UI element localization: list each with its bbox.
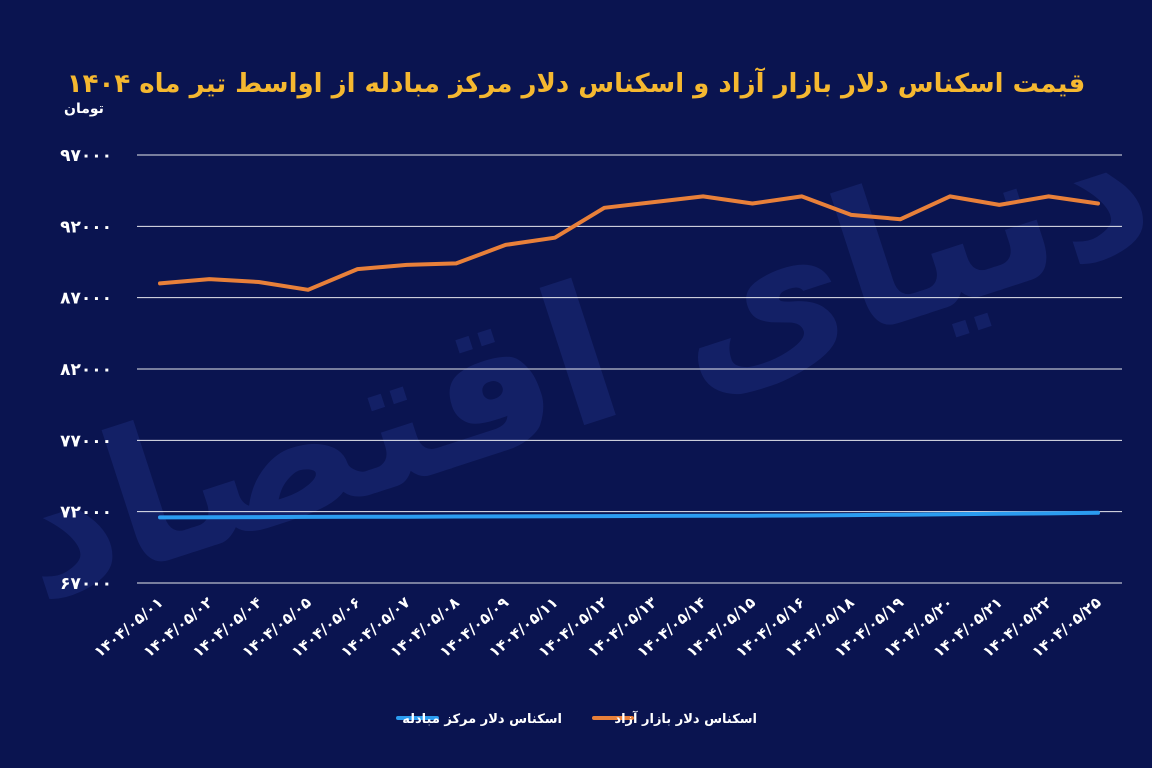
legend: اسکناس دلار بازار آزاد اسکناس دلار مرکز م… bbox=[396, 710, 757, 727]
y-tick-label: ۷۷۰۰۰ bbox=[60, 431, 112, 451]
data-point bbox=[652, 200, 656, 204]
data-point bbox=[997, 512, 1001, 516]
data-point bbox=[504, 514, 508, 518]
watermark-logo: دنیای اقتصاد bbox=[0, 70, 1152, 645]
legend-label-free-market: اسکناس دلار بازار آزاد bbox=[614, 710, 757, 727]
data-point bbox=[602, 514, 606, 518]
y-tick-label: ۷۲۰۰۰ bbox=[60, 503, 112, 523]
data-point bbox=[257, 515, 261, 519]
data-point bbox=[207, 515, 211, 519]
data-point bbox=[553, 236, 557, 240]
data-point bbox=[553, 514, 557, 518]
y-axis-unit-label: تومان bbox=[64, 101, 104, 117]
data-point bbox=[356, 267, 359, 271]
chart-title: قیمت اسکناس دلار بازار آزاد و اسکناس دلا… bbox=[67, 67, 1085, 99]
data-point bbox=[899, 513, 902, 517]
y-tick-label: ۹۲۰۰۰ bbox=[60, 217, 112, 237]
data-point bbox=[849, 513, 853, 517]
data-point bbox=[405, 263, 409, 267]
data-point bbox=[849, 213, 853, 217]
data-point bbox=[1047, 194, 1051, 198]
y-tick-label: ۸۲۰۰۰ bbox=[60, 360, 112, 380]
data-point bbox=[306, 288, 310, 292]
legend-label-exchange-center: اسکناس دلار مرکز مبادله bbox=[402, 712, 562, 727]
data-point bbox=[701, 514, 705, 518]
data-point bbox=[504, 243, 508, 247]
data-point bbox=[750, 514, 754, 518]
x-axis-ticks: ۱۴۰۴/۰۵/۰۱۱۴۰۴/۰۵/۰۲۱۴۰۴/۰۵/۰۴۱۴۰۴/۰۵/۰۵… bbox=[90, 593, 1104, 661]
exchange-center-dollar-line bbox=[158, 510, 1100, 520]
data-point bbox=[356, 515, 359, 519]
y-tick-label: ۶۷۰۰۰ bbox=[60, 574, 112, 594]
data-point bbox=[158, 515, 162, 519]
data-point bbox=[948, 194, 952, 198]
data-point bbox=[306, 515, 310, 519]
data-point bbox=[800, 514, 804, 517]
data-point bbox=[997, 203, 1001, 207]
data-point bbox=[405, 515, 409, 519]
grid-lines bbox=[137, 154, 1122, 584]
data-point bbox=[158, 281, 162, 285]
data-point bbox=[1047, 511, 1051, 515]
data-point bbox=[207, 277, 211, 281]
data-point bbox=[750, 202, 754, 205]
data-point bbox=[1096, 511, 1100, 515]
y-tick-label: ۹۷۰۰۰ bbox=[60, 146, 112, 166]
data-point bbox=[602, 206, 606, 210]
data-point bbox=[899, 217, 902, 221]
free-market-dollar-line bbox=[158, 194, 1100, 292]
data-point bbox=[948, 512, 952, 516]
data-point bbox=[1096, 202, 1100, 205]
data-point bbox=[701, 194, 705, 198]
y-axis-ticks: ۹۷۰۰۰ ۹۲۰۰۰ ۸۷۰۰۰ ۸۲۰۰۰ ۷۷۰۰۰ ۷۲۰۰۰ ۶۷۰۰۰ bbox=[60, 146, 112, 594]
y-tick-label: ۸۷۰۰۰ bbox=[60, 289, 112, 309]
data-point bbox=[800, 194, 804, 198]
data-point bbox=[454, 261, 458, 265]
data-point bbox=[454, 515, 458, 518]
series-lines bbox=[158, 194, 1100, 520]
data-point bbox=[652, 514, 656, 518]
data-point bbox=[257, 280, 261, 284]
